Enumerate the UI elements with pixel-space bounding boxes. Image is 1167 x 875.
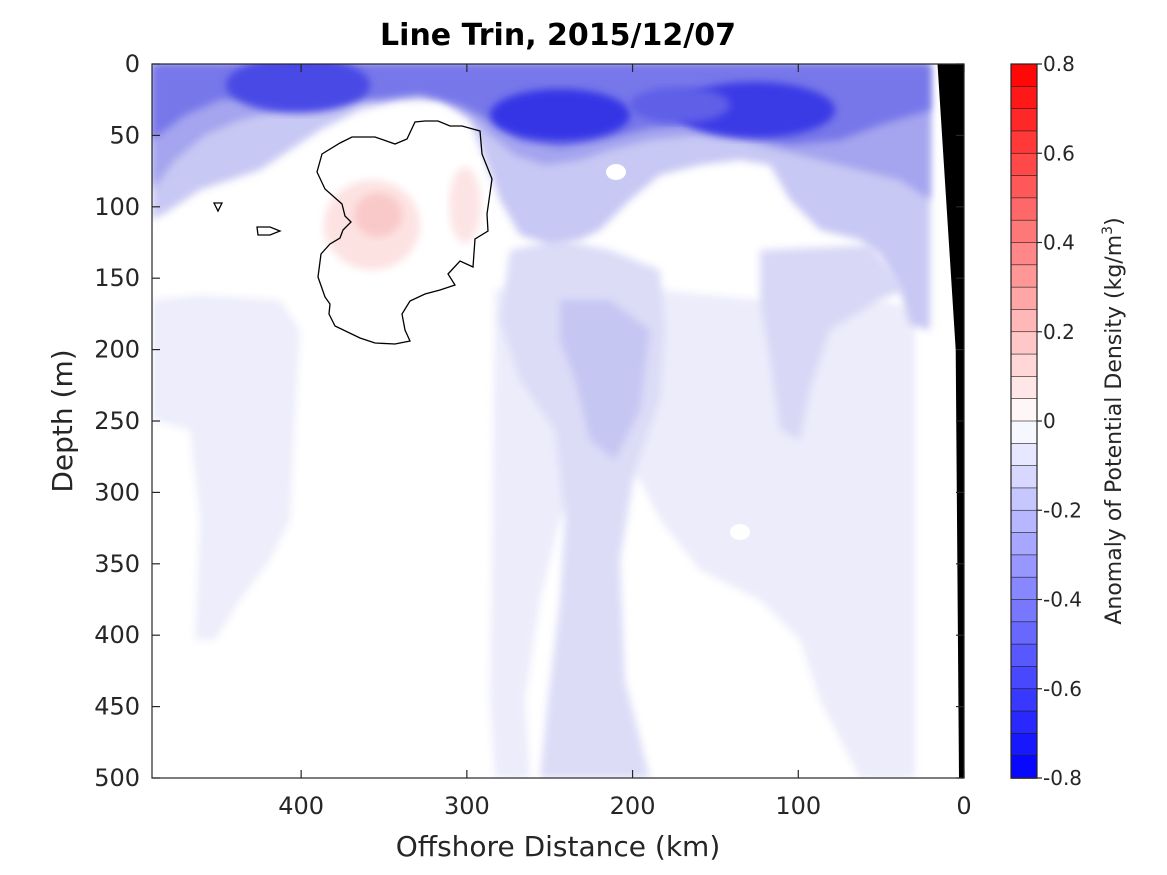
colorbar-segment	[1010, 733, 1038, 757]
colorbar-tick-label: 0.8	[1043, 52, 1075, 76]
colorbar-segment	[1010, 286, 1038, 311]
colorbar-segment	[1010, 688, 1038, 712]
density-field	[152, 64, 930, 778]
colorbar-segment	[1010, 309, 1038, 333]
colorbar-segment	[1010, 152, 1038, 177]
x-tick-label: 400	[278, 792, 324, 820]
colorbar-segment	[1010, 376, 1038, 400]
bathymetry-seafloor	[937, 64, 964, 778]
colorbar-segment	[1010, 242, 1038, 266]
y-tick-label: 350	[94, 550, 140, 578]
colorbar-tick-label: -0.8	[1043, 766, 1082, 790]
colorbar-segment	[1010, 264, 1038, 288]
y-tick-label: 500	[94, 764, 140, 792]
y-tick-label: 150	[94, 264, 140, 292]
x-tick-label: 200	[610, 792, 656, 820]
colorbar-segment	[1010, 710, 1038, 735]
x-tick-label: 0	[956, 792, 971, 820]
y-axis: 0 50 100 150 200 250 300 350 400 450 500	[94, 50, 964, 792]
field-white-patch-3	[606, 164, 626, 180]
colorbar-segment	[1010, 532, 1038, 556]
colorbar-title-main: Anomaly of Potential Density (kg/m	[1102, 235, 1127, 625]
y-axis-title: Depth (m)	[46, 349, 79, 492]
colorbar: 0.8 0.6 0.4 0.2 0 -0.2 -0.4 -0.6 -0.8	[1010, 52, 1082, 790]
colorbar-segment	[1010, 666, 1038, 690]
field-region-deep-low	[560, 300, 650, 460]
colorbar-segment	[1010, 86, 1038, 110]
field-core-central	[490, 89, 630, 141]
field-core-central-2	[630, 87, 730, 123]
x-tick-label: 300	[444, 792, 490, 820]
colorbar-segment	[1010, 621, 1038, 645]
colorbar-segment	[1010, 420, 1038, 445]
colorbar-tick-label: 0	[1043, 409, 1056, 433]
colorbar-segment	[1010, 398, 1038, 422]
colorbar-tick-label: 0.4	[1043, 231, 1075, 255]
colorbar-segment	[1010, 197, 1038, 221]
field-region-mid-east	[760, 245, 905, 440]
colorbar-segment	[1010, 175, 1038, 199]
x-axis-title: Offshore Distance (km)	[396, 830, 721, 863]
y-tick-label: 450	[94, 693, 140, 721]
colorbar-segment	[1010, 509, 1038, 534]
colorbar-segment	[1010, 353, 1038, 378]
colorbar-tick-label: -0.6	[1043, 677, 1082, 701]
colorbar-segment	[1010, 554, 1038, 578]
y-tick-label: 0	[125, 50, 140, 78]
colorbar-title-sup: 3	[1100, 226, 1116, 235]
colorbar-segment	[1010, 576, 1038, 601]
colorbar-title-end: )	[1102, 217, 1127, 226]
x-axis: 400 300 200 100 0	[278, 64, 972, 820]
x-tick-label: 100	[775, 792, 821, 820]
y-tick-label: 400	[94, 621, 140, 649]
plot-area	[152, 64, 964, 778]
zero-contour-line	[212, 202, 224, 213]
zero-contour-line	[316, 120, 493, 345]
zero-contour-line	[256, 226, 282, 236]
colorbar-tick-label: 0.6	[1043, 141, 1075, 165]
zero-contour-group	[212, 120, 493, 345]
field-white-patch-1	[643, 222, 667, 242]
colorbar-segment	[1010, 599, 1038, 623]
field-eddy-pink-2	[449, 167, 481, 243]
field-region-faint-west	[152, 295, 300, 640]
colorbar-segment	[1010, 443, 1038, 467]
colorbar-title: Anomaly of Potential Density (kg/m3)	[1100, 217, 1127, 624]
y-tick-label: 100	[94, 193, 140, 221]
colorbar-segment	[1010, 63, 1038, 88]
colorbar-tick-label: -0.4	[1043, 588, 1082, 612]
field-white-patch-2	[730, 524, 750, 540]
y-tick-label: 300	[94, 478, 140, 506]
colorbar-tick-label: 0.2	[1043, 320, 1075, 344]
colorbar-segment	[1010, 130, 1038, 155]
colorbar-segment	[1010, 643, 1038, 668]
colorbar-segment	[1010, 755, 1038, 779]
chart-title: Line Trin, 2015/12/07	[380, 18, 736, 53]
y-tick-label: 50	[109, 121, 140, 149]
colorbar-segment	[1010, 219, 1038, 244]
colorbar-tick-label: -0.2	[1043, 498, 1082, 522]
colorbar-segment	[1010, 331, 1038, 355]
y-tick-label: 200	[94, 336, 140, 364]
field-eddy-pink-1b	[354, 193, 402, 237]
colorbar-segment	[1010, 465, 1038, 489]
colorbar-segment	[1010, 487, 1038, 512]
colorbar-segment	[1010, 108, 1038, 132]
field-core-west	[226, 64, 370, 113]
y-tick-label: 250	[94, 407, 140, 435]
